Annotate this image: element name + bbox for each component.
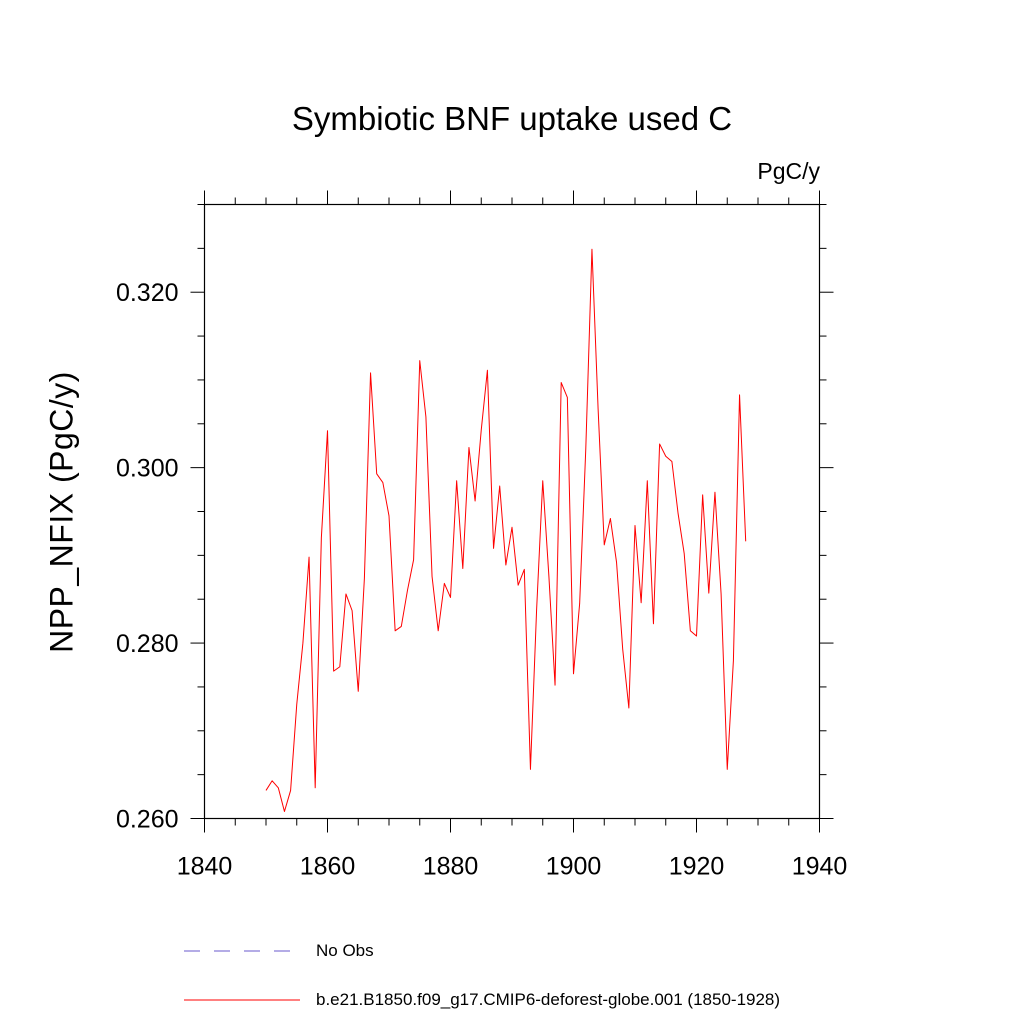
legend-label-no-obs: No Obs: [316, 941, 374, 960]
x-tick-label: 1880: [423, 853, 479, 881]
units-label: PgC/y: [757, 158, 820, 184]
y-tick-label: 0.260: [116, 806, 179, 834]
x-tick-label: 1900: [546, 853, 602, 881]
data-series: [265, 248, 747, 812]
legend-label-model: b.e21.B1850.f09_g17.CMIP6-deforest-globe…: [316, 990, 781, 1009]
series-line: [265, 248, 747, 812]
y-tick-label: 0.320: [116, 279, 179, 307]
chart-title: Symbiotic BNF uptake used C: [291, 100, 733, 137]
y-tick-label: 0.280: [116, 630, 179, 658]
x-tick-label: 1860: [300, 853, 356, 881]
legend-item-no-obs: No Obs: [184, 936, 374, 966]
axis-ticks: [190, 190, 834, 833]
legend-swatch-no-obs: [184, 950, 300, 952]
legend-swatch-model: [184, 999, 300, 1001]
legend-item-model: b.e21.B1850.f09_g17.CMIP6-deforest-globe…: [184, 985, 780, 1015]
x-tick-label: 1940: [792, 853, 848, 881]
x-tick-label: 1920: [669, 853, 725, 881]
x-tick-label: 1840: [177, 853, 233, 881]
axis-tick-labels: 1840 1860 1880 1900 1920 1940 0.260 0.280 0.300 0…: [116, 279, 847, 880]
y-tick-label: 0.300: [116, 455, 179, 483]
plot-frame: [203, 203, 821, 820]
